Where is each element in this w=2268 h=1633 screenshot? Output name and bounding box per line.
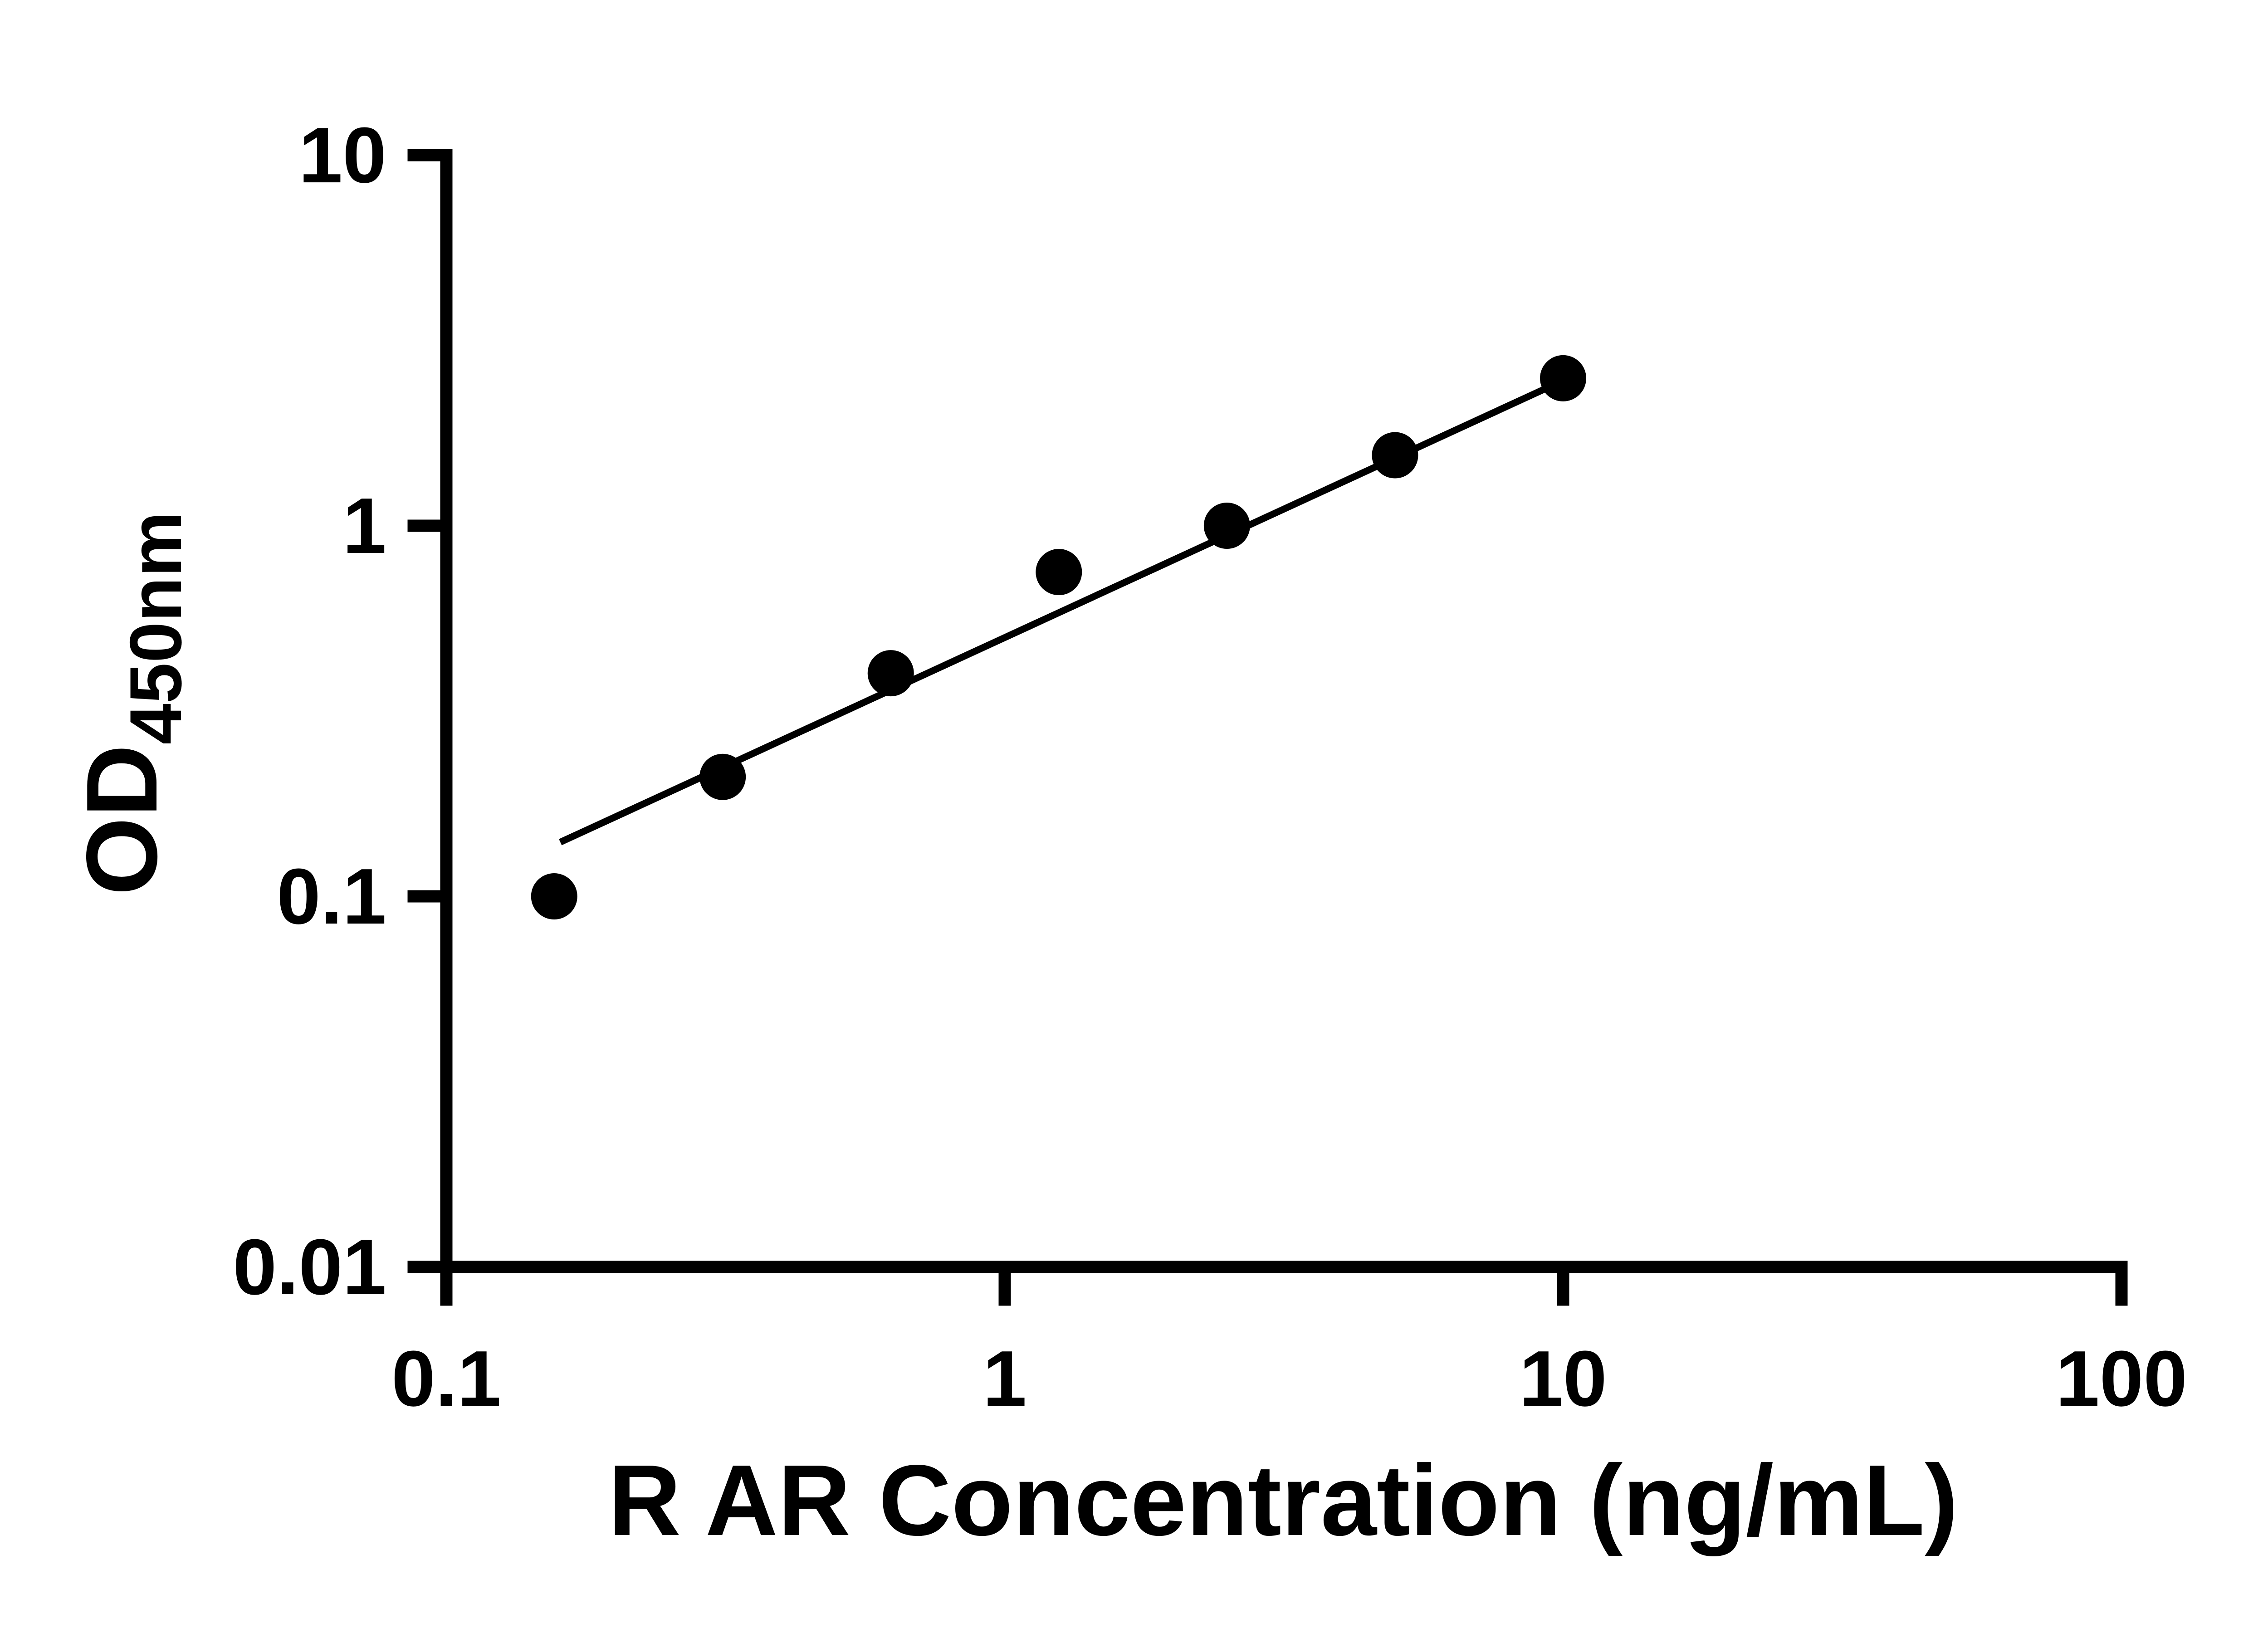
data-point (1203, 503, 1250, 549)
y-tick-labels: 0.01 0.1 1 10 (233, 111, 386, 1311)
data-point (1036, 549, 1082, 596)
plot-area (531, 355, 1586, 919)
svg-text:OD450nm: OD450nm (66, 512, 197, 895)
data-point (1540, 355, 1586, 401)
y-tick-label: 0.1 (277, 852, 386, 940)
y-tick-label: 0.01 (233, 1222, 386, 1311)
data-point (1372, 432, 1418, 479)
y-tick-label: 1 (342, 481, 386, 570)
data-point (699, 753, 746, 800)
y-axis-title-subscript: 450nm (115, 512, 197, 744)
y-tick-label: 10 (298, 111, 386, 199)
x-tick-label: 100 (2056, 1334, 2187, 1423)
axes (407, 149, 2128, 1306)
x-tick-label: 10 (1519, 1334, 1607, 1423)
x-tick-label: 0.1 (391, 1334, 501, 1423)
x-axis-title: R AR Concentration (ng/mL) (608, 1444, 1958, 1557)
data-point (867, 650, 914, 697)
y-axis-title: OD450nm (66, 512, 197, 895)
x-tick-labels: 0.1 1 10 100 (391, 1334, 2187, 1423)
data-point (531, 873, 577, 919)
x-tick-label: 1 (983, 1334, 1027, 1423)
y-axis-title-main: OD (66, 744, 178, 895)
